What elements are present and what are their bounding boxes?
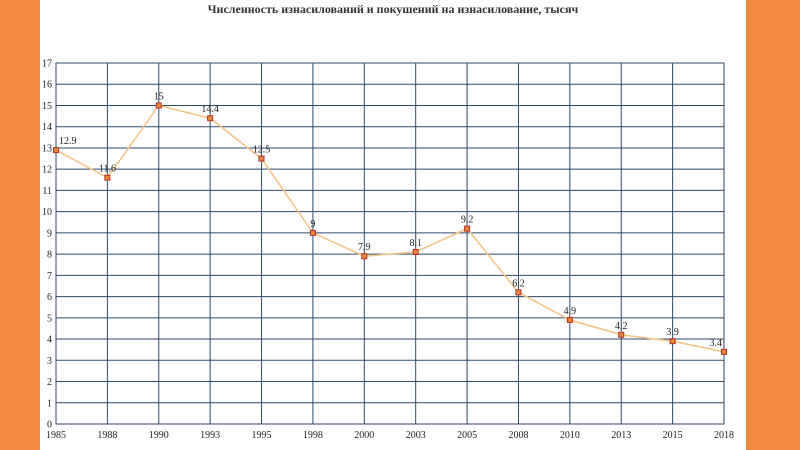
y-tick-label: 3 <box>47 356 52 367</box>
x-tick-label: 2005 <box>457 430 477 441</box>
x-tick-label: 2013 <box>611 430 631 441</box>
data-label: 15 <box>154 91 164 102</box>
plot-border <box>55 62 725 425</box>
data-point <box>309 229 316 236</box>
x-tick-label: 2003 <box>406 430 426 441</box>
y-tick-label: 2 <box>47 377 52 388</box>
y-tick-label: 6 <box>47 292 52 303</box>
data-label: 4.9 <box>564 306 577 317</box>
data-point <box>53 147 59 154</box>
y-tick-label: 12 <box>42 165 52 176</box>
y-tick-label: 13 <box>42 143 52 154</box>
data-label: 7.9 <box>358 242 371 253</box>
y-tick-label: 14 <box>42 122 52 133</box>
y-tick-label: 10 <box>42 207 52 218</box>
series-line <box>55 104 725 353</box>
y-tick-label: 1 <box>47 398 52 409</box>
data-label: 9 <box>310 219 315 230</box>
data-label: 4.2 <box>615 321 628 332</box>
data-point <box>361 253 368 260</box>
x-tick-label: 2010 <box>560 430 580 441</box>
y-tick-label: 8 <box>47 250 52 261</box>
x-tick-label: 2018 <box>714 430 734 441</box>
data-point <box>155 102 162 109</box>
data-label: 6.2 <box>512 278 525 289</box>
data-point <box>104 174 111 181</box>
x-tick-label: 1998 <box>303 430 323 441</box>
y-tick-label: 17 <box>42 59 52 70</box>
x-tick-label: 1993 <box>200 430 220 441</box>
y-tick-label: 7 <box>47 271 52 282</box>
y-tick-label: 11 <box>42 186 52 197</box>
x-tick-label: 1995 <box>252 430 272 441</box>
data-point <box>207 115 214 122</box>
data-point <box>464 225 471 232</box>
data-label: 9.2 <box>461 215 474 226</box>
x-tick-label: 2000 <box>354 430 374 441</box>
y-tick-label: 4 <box>47 335 52 346</box>
y-tick-label: 9 <box>47 228 52 239</box>
data-label: 3.4 <box>710 338 723 349</box>
data-point <box>258 155 265 162</box>
data-label: 11.6 <box>99 164 116 175</box>
data-point <box>618 331 625 338</box>
data-label: 8.1 <box>409 238 422 249</box>
x-tick-label: 2015 <box>663 430 683 441</box>
data-label: 14.4 <box>201 104 219 115</box>
x-tick-label: 1988 <box>97 430 117 441</box>
data-label: 12.9 <box>59 136 77 147</box>
data-point <box>412 248 419 255</box>
x-tick-label: 1990 <box>149 430 169 441</box>
y-tick-label: 5 <box>47 313 52 324</box>
data-point <box>721 348 727 355</box>
y-tick-label: 0 <box>47 420 52 431</box>
y-tick-label: 16 <box>42 80 52 91</box>
x-tick-label: 1985 <box>46 430 66 441</box>
data-label: 12.5 <box>253 145 271 156</box>
chart-panel <box>40 0 746 450</box>
data-point <box>515 289 522 296</box>
y-tick-label: 15 <box>42 101 52 112</box>
chart-title: Численность изнасилований и покушений на… <box>207 2 579 16</box>
data-point <box>669 338 676 345</box>
x-tick-label: 2008 <box>508 430 528 441</box>
data-label: 3.9 <box>666 327 679 338</box>
data-point <box>566 316 573 323</box>
